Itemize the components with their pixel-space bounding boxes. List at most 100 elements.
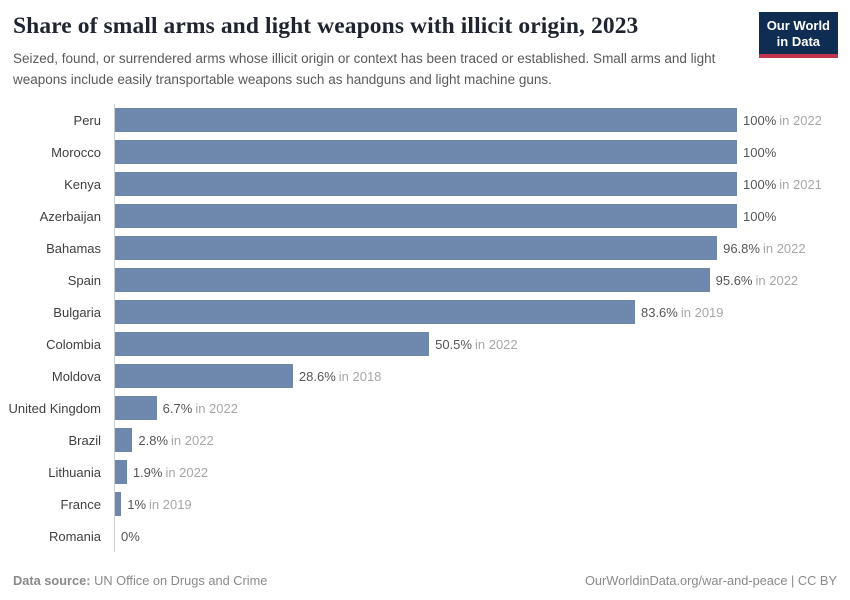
value-label: 83.6% in 2019 [641, 305, 724, 320]
country-label: Brazil [68, 432, 101, 448]
bar-track: 6.7% in 2022 [115, 396, 850, 420]
y-axis-line [114, 104, 115, 552]
value-text: 1.9% [132, 464, 163, 480]
page-title: Share of small arms and light weapons wi… [13, 13, 639, 39]
bar-track: 100% [115, 140, 850, 164]
bar[interactable] [115, 428, 133, 452]
country-label: United Kingdom [8, 400, 102, 416]
bar-rows: Peru 100% in 2022 Morocco 100% Kenya 100% in 20… [0, 104, 850, 552]
bar[interactable] [115, 460, 127, 484]
value-text: 6.7% [162, 400, 193, 416]
value-text: 0% [121, 528, 140, 544]
bar[interactable] [115, 332, 430, 356]
year-note: in 2019 [149, 496, 192, 512]
year-note: in 2019 [680, 304, 724, 320]
bar-track: 1% in 2019 [115, 492, 850, 516]
bar[interactable] [115, 300, 635, 324]
value-text: 1% [127, 496, 147, 512]
owid-logo-line1: Our World [766, 18, 830, 33]
data-source: Data source: UN Office on Drugs and Crim… [13, 573, 267, 588]
bar-track: 95.6% in 2022 [115, 268, 850, 292]
value-label: 50.5% in 2022 [435, 337, 518, 352]
bar[interactable] [115, 396, 157, 420]
value-label: 6.7% in 2022 [163, 401, 238, 416]
value-text: 83.6% [640, 304, 678, 320]
bar[interactable] [115, 492, 122, 516]
value-label: 100% in 2021 [743, 177, 822, 192]
value-label: 0% [121, 529, 140, 544]
country-label: Bulgaria [53, 304, 101, 320]
value-text: 95.6% [715, 272, 753, 288]
year-note: in 2022 [762, 240, 806, 256]
value-label: 28.6% in 2018 [299, 369, 382, 384]
chart-row: France 1% in 2019 [0, 488, 850, 520]
year-note: in 2022 [474, 336, 518, 352]
chart-footer: Data source: UN Office on Drugs and Crim… [13, 573, 837, 588]
country-label: Lithuania [48, 464, 101, 480]
value-label: 1.9% in 2022 [133, 465, 208, 480]
chart-row: Moldova 28.6% in 2018 [0, 360, 850, 392]
chart-row: Kenya 100% in 2021 [0, 168, 850, 200]
bar-track: 50.5% in 2022 [115, 332, 850, 356]
value-text: 2.8% [138, 432, 169, 448]
citation-link[interactable]: OurWorldinData.org/war-and-peace [584, 573, 788, 588]
chart-row: Brazil 2.8% in 2022 [0, 424, 850, 456]
country-label: Spain [67, 272, 101, 288]
value-label: 100% [743, 209, 776, 224]
bar-track: 2.8% in 2022 [115, 428, 850, 452]
value-text: 100% [743, 208, 777, 224]
bar-track: 0% [115, 524, 850, 548]
bar[interactable] [115, 204, 737, 228]
country-label: Colombia [46, 336, 101, 352]
chart-row: United Kingdom 6.7% in 2022 [0, 392, 850, 424]
owid-logo[interactable]: Our World in Data [758, 12, 838, 58]
bar[interactable] [115, 172, 737, 196]
owid-logo-line2: in Data [776, 34, 821, 49]
year-note: in 2022 [195, 400, 238, 416]
bar-track: 96.8% in 2022 [115, 236, 850, 260]
value-label: 2.8% in 2022 [138, 433, 213, 448]
license-label: | CC BY [787, 573, 837, 588]
bar[interactable] [115, 140, 737, 164]
country-label: France [60, 496, 101, 512]
country-label: Moldova [51, 368, 101, 384]
data-source-label: Data source: [13, 573, 91, 588]
country-label: Kenya [64, 176, 101, 192]
chart-row: Peru 100% in 2022 [0, 104, 850, 136]
country-label: Morocco [51, 144, 101, 160]
bar-track: 1.9% in 2022 [115, 460, 850, 484]
year-note: in 2022 [779, 112, 822, 128]
chart-row: Bulgaria 83.6% in 2019 [0, 296, 850, 328]
bar-track: 28.6% in 2018 [115, 364, 850, 388]
year-note: in 2022 [755, 272, 799, 288]
year-note: in 2021 [779, 176, 822, 192]
bar[interactable] [115, 268, 710, 292]
bar[interactable] [115, 108, 737, 132]
country-label: Peru [73, 112, 101, 128]
value-label: 100% [743, 145, 776, 160]
year-note: in 2022 [165, 464, 209, 480]
chart-header: Share of small arms and light weapons wi… [13, 12, 838, 90]
value-text: 100% [743, 144, 777, 160]
bar-track: 100% in 2021 [115, 172, 850, 196]
bar[interactable] [115, 364, 293, 388]
country-label: Bahamas [46, 240, 101, 256]
value-text: 28.6% [298, 368, 336, 384]
year-note: in 2022 [171, 432, 214, 448]
header-text: Share of small arms and light weapons wi… [13, 12, 755, 90]
value-label: 1% in 2019 [127, 497, 191, 512]
chart-row: Colombia 50.5% in 2022 [0, 328, 850, 360]
data-source-value: UN Office on Drugs and Crime [90, 573, 268, 588]
bar[interactable] [115, 236, 718, 260]
bar-track: 83.6% in 2019 [115, 300, 850, 324]
value-label: 95.6% in 2022 [716, 273, 799, 288]
year-note: in 2018 [338, 368, 382, 384]
value-label: 96.8% in 2022 [723, 241, 806, 256]
value-text: 100% [743, 112, 777, 128]
chart-subtitle: Seized, found, or surrendered arms whose… [13, 51, 716, 87]
value-label: 100% in 2022 [743, 113, 822, 128]
value-text: 100% [743, 176, 777, 192]
bar-chart: Peru 100% in 2022 Morocco 100% Kenya 100% in 20… [0, 104, 850, 552]
chart-row: Morocco 100% [0, 136, 850, 168]
